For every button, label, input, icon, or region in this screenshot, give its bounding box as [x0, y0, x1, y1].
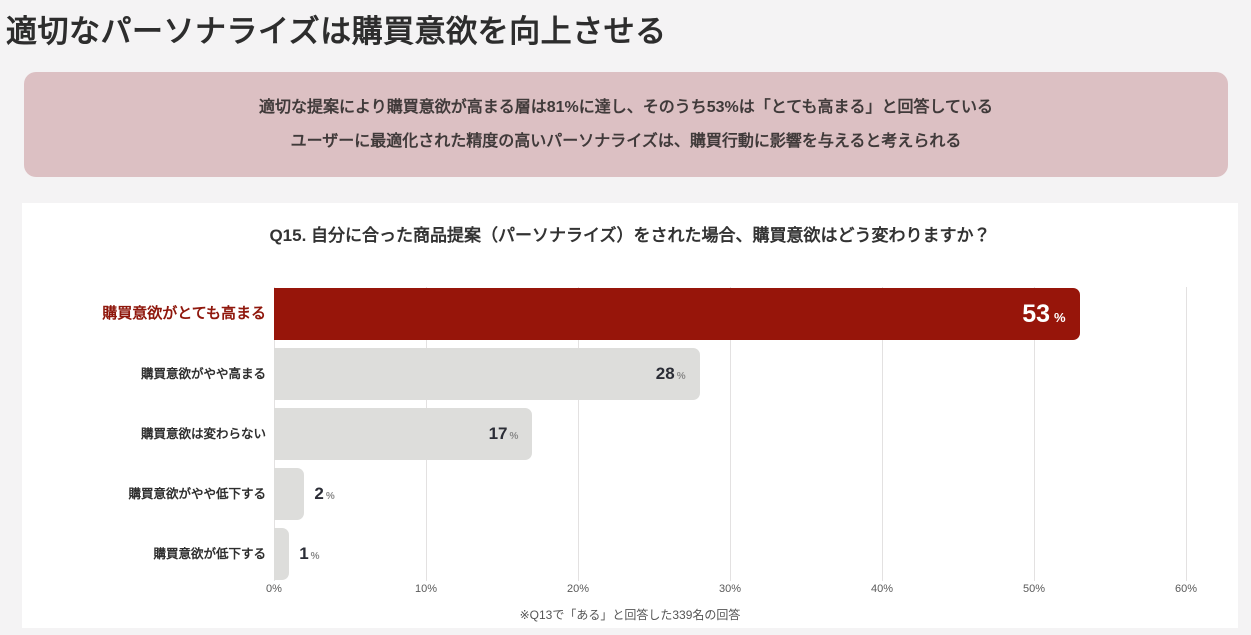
value-label: 2% [314, 468, 334, 520]
category-label: 購買意欲がとても高まる [102, 305, 266, 322]
value-label: 53% [1022, 288, 1065, 340]
x-tick-label: 0% [266, 583, 282, 595]
bar-0 [274, 288, 1080, 340]
category-label: 購買意欲が低下する [153, 547, 266, 561]
gridline-20% [578, 287, 579, 581]
summary-line-1: 適切な提案により購買意欲が高まる層は81%に達し、そのうち53%は「とても高まる… [259, 98, 993, 116]
chart-card: Q15. 自分に合った商品提案（パーソナライズ）をされた場合、購買意欲はどう変わ… [22, 203, 1238, 628]
value-number: 17 [488, 424, 508, 443]
page-title: 適切なパーソナライズは購買意欲を向上させる [6, 14, 667, 49]
value-number: 53 [1022, 300, 1051, 328]
x-tick-label: 10% [414, 583, 438, 595]
chart-note: ※Q13で「ある」と回答した339名の回答 [519, 608, 741, 622]
x-tick-label: 50% [1022, 583, 1046, 595]
gridline-60% [1186, 287, 1187, 581]
category-label: 購買意欲がやや低下する [128, 487, 266, 501]
summary-callout: 適切な提案により購買意欲が高まる層は81%に達し、そのうち53%は「とても高まる… [24, 72, 1228, 177]
bar-3 [274, 468, 305, 520]
x-tick-label: 40% [870, 583, 894, 595]
value-unit: % [310, 551, 320, 562]
category-label: 購買意欲がやや高まる [140, 367, 266, 381]
x-tick-label: 60% [1174, 583, 1198, 595]
summary-line-2: ユーザーに最適化された精度の高いパーソナライズは、購買行動に影響を与えると考えら… [290, 132, 962, 150]
value-label: 17% [489, 408, 519, 460]
gridline-30% [730, 287, 731, 581]
value-unit: % [1054, 310, 1066, 325]
bar-1 [274, 348, 700, 400]
value-number: 1 [299, 544, 309, 563]
gridline-50% [1034, 287, 1035, 581]
bar-2 [274, 408, 533, 460]
value-number: 2 [314, 484, 324, 503]
gridline-40% [882, 287, 883, 581]
value-label: 28% [656, 348, 686, 400]
bar-chart: 0% 10% 20% 30% 40% 50% 60% 購買意欲がとても高まる 53% 購買意欲がや… [22, 203, 1238, 628]
value-number: 28 [655, 364, 675, 383]
value-label: 1% [299, 528, 319, 580]
value-unit: % [509, 431, 519, 442]
value-unit: % [325, 491, 335, 502]
x-tick-label: 30% [718, 583, 742, 595]
x-tick-label: 20% [566, 583, 590, 595]
category-label: 購買意欲は変わらない [140, 427, 266, 441]
chart-title: Q15. 自分に合った商品提案（パーソナライズ）をされた場合、購買意欲はどう変わ… [269, 226, 991, 245]
value-unit: % [676, 371, 686, 382]
bar-4 [274, 528, 290, 580]
